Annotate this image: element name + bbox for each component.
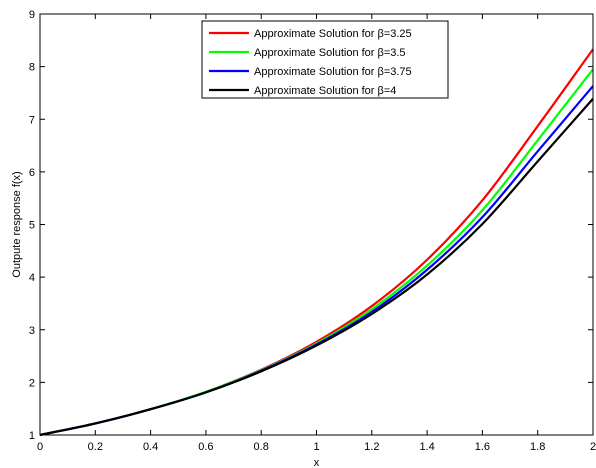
x-tick-label: 1.8	[530, 441, 545, 453]
y-tick-label: 7	[29, 114, 35, 126]
y-axis-label: Outpute response f(x)	[11, 171, 23, 277]
x-tick-label: 0.2	[88, 441, 103, 453]
legend-label-1: Approximate Solution for β=3.25	[254, 28, 412, 40]
y-ticks: 1 2 3 4 5 6 7 8 9	[29, 9, 593, 442]
legend-label-3: Approximate Solution for β=3.75	[254, 66, 412, 78]
y-tick-label: 5	[29, 220, 35, 232]
y-tick-label: 2	[29, 377, 35, 389]
x-ticks: 0 0.2 0.4 0.6 0.8 1 1.2 1.4 1.6 1.8 2	[37, 14, 596, 453]
y-tick-label: 9	[29, 9, 35, 21]
y-tick-label: 8	[29, 62, 35, 74]
series-line-4	[39, 98, 594, 437]
x-tick-label: 0.6	[198, 441, 213, 453]
legend-label-2: Approximate Solution for β=3.5	[254, 47, 406, 59]
y-tick-label: 3	[29, 325, 35, 337]
x-tick-label: 1.6	[475, 441, 490, 453]
x-tick-label: 1.4	[419, 441, 434, 453]
x-axis-label: x	[314, 457, 320, 468]
legend-items: Approximate Solution for β=3.25 Approxima…	[209, 28, 412, 97]
x-tick-label: 0	[37, 441, 43, 453]
legend-label-4: Approximate Solution for β=4	[254, 85, 396, 97]
x-tick-label: 0.8	[254, 441, 269, 453]
y-tick-label: 6	[29, 167, 35, 179]
y-tick-label: 1	[29, 430, 35, 442]
x-tick-label: 1	[313, 441, 319, 453]
x-tick-label: 1.2	[364, 441, 379, 453]
series-layer	[39, 48, 594, 437]
x-tick-label: 2	[590, 441, 596, 453]
y-tick-label: 4	[29, 272, 35, 284]
legend: Approximate Solution for β=3.25 Approxima…	[201, 20, 449, 99]
x-tick-label: 0.4	[143, 441, 158, 453]
